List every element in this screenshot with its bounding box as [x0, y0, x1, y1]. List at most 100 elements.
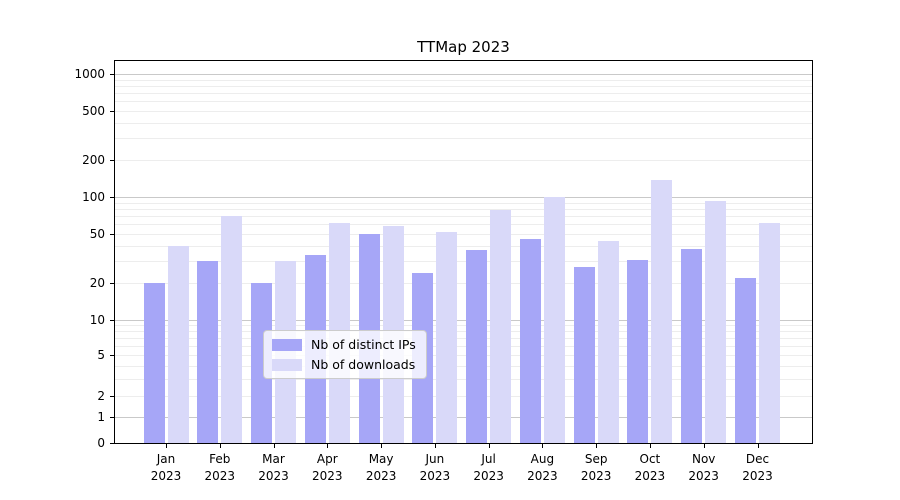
x-tick-label: Jun 2023: [419, 452, 451, 483]
bar-nb-of-distinct-ips-jul: [466, 250, 488, 443]
bar-nb-of-distinct-ips-nov: [681, 248, 703, 443]
bar-nb-of-distinct-ips-aug: [519, 238, 541, 443]
x-tick: [488, 443, 490, 448]
legend-label-distinct-ips: Nb of distinct IPs: [311, 337, 416, 352]
y-tick: [110, 417, 115, 419]
gridline-minor: [115, 245, 812, 247]
gridline-minor: [115, 379, 812, 381]
bar-nb-of-downloads-oct: [651, 179, 673, 443]
gridline-minor: [115, 224, 812, 226]
gridline-minor: [115, 208, 812, 210]
gridline-minor: [115, 345, 812, 347]
chart-title: TTMap 2023: [417, 38, 510, 56]
bar-nb-of-downloads-jun: [436, 231, 458, 443]
y-tick: [110, 74, 115, 75]
y-tick-label: 5: [97, 348, 105, 362]
bar-nb-of-downloads-feb: [221, 216, 243, 443]
x-tick-label: Mar 2023: [258, 452, 289, 483]
x-tick-label: Apr 2023: [312, 452, 343, 483]
gridline-minor: [115, 85, 812, 87]
x-tick-label: Aug 2023: [527, 452, 558, 483]
x-tick: [542, 443, 544, 448]
y-tick-label: 100: [82, 190, 105, 204]
y-tick-label: 500: [82, 104, 105, 118]
bar-nb-of-downloads-sep: [597, 240, 619, 443]
x-tick-label: Dec 2023: [742, 452, 773, 483]
x-tick: [434, 443, 436, 448]
plot-area: 0 1 2 5 10 20 50 100 200 500 1000 Jan 2023 Feb 2023 M…: [74, 60, 813, 483]
legend: Nb of distinct IPs Nb of downloads: [263, 330, 427, 379]
bar-nb-of-downloads-jul: [490, 210, 512, 443]
x-tick-label: Sep 2023: [580, 452, 612, 483]
gridline-minor: [115, 234, 812, 235]
y-tick-label: 1: [97, 410, 105, 425]
bar-nb-of-downloads-jan: [167, 245, 189, 443]
y-tick-label: 50: [89, 227, 105, 241]
gridline-minor: [115, 111, 812, 112]
y-tick: [110, 197, 115, 198]
y-tick: [110, 234, 115, 235]
gridline-major: [115, 319, 812, 321]
x-tick: [381, 443, 383, 448]
gridline-minor: [115, 395, 812, 397]
gridline-minor: [115, 216, 812, 217]
bar-nb-of-distinct-ips-jan: [143, 282, 165, 443]
gridline-minor: [115, 122, 812, 124]
bar-nb-of-distinct-ips-feb: [197, 261, 219, 443]
y-tick: [110, 282, 115, 284]
legend-label-downloads: Nb of downloads: [311, 357, 416, 372]
x-tick-label: Feb 2023: [204, 452, 236, 483]
gridline-minor: [115, 338, 812, 339]
x-tick-label: Nov 2023: [688, 452, 719, 483]
y-tick-label: 1000: [74, 67, 105, 81]
gridline-minor: [115, 331, 812, 333]
legend-swatch-distinct-ips: [272, 338, 302, 351]
x-tick: [219, 443, 221, 448]
gridline-minor: [115, 160, 812, 161]
gridline-major: [115, 417, 812, 419]
y-tick: [110, 319, 115, 321]
gridline-minor: [115, 282, 812, 284]
gridline-minor: [115, 325, 812, 326]
x-tick-label: May 2023: [365, 452, 397, 483]
x-tick: [649, 443, 651, 448]
x-tick: [757, 443, 759, 448]
y-tick-label: 2: [97, 388, 105, 403]
bar-nb-of-distinct-ips-oct: [627, 259, 649, 443]
y-tick-label: 200: [82, 153, 105, 167]
y-tick-label: 20: [89, 275, 105, 290]
x-tick: [703, 443, 705, 448]
legend-item-distinct-ips: Nb of distinct IPs: [272, 337, 416, 352]
y-tick-label: 0: [97, 436, 105, 450]
x-tick-label: Oct 2023: [634, 452, 666, 483]
x-tick: [327, 443, 329, 448]
gridline-minor: [115, 261, 812, 263]
x-tick: [273, 443, 275, 448]
gridline-minor: [115, 101, 812, 103]
bar-nb-of-downloads-dec: [759, 223, 780, 443]
bar-nb-of-distinct-ips-sep: [573, 266, 595, 443]
x-tick-label: Jan 2023: [150, 452, 182, 483]
y-tick-label: 10: [89, 312, 105, 327]
legend-item-downloads: Nb of downloads: [272, 357, 416, 372]
bar-nb-of-distinct-ips-dec: [735, 277, 756, 443]
y-tick: [110, 111, 115, 112]
gridline-minor: [115, 79, 812, 81]
gridline-major: [115, 74, 812, 75]
x-tick: [166, 443, 167, 448]
y-tick: [110, 443, 115, 444]
bar-nb-of-downloads-aug: [543, 197, 565, 443]
y-tick: [110, 355, 115, 356]
bar-nb-of-distinct-ips-mar: [251, 282, 272, 443]
gridline-minor: [115, 365, 812, 367]
gridline-minor: [115, 93, 812, 95]
legend-swatch-downloads: [272, 358, 302, 371]
y-tick: [110, 395, 115, 397]
gridline-major: [115, 197, 812, 198]
bar-nb-of-downloads-nov: [705, 200, 727, 443]
y-tick: [110, 160, 115, 161]
gridline-minor: [115, 138, 812, 140]
gridline-minor: [115, 202, 812, 204]
gridline-minor: [115, 355, 812, 356]
